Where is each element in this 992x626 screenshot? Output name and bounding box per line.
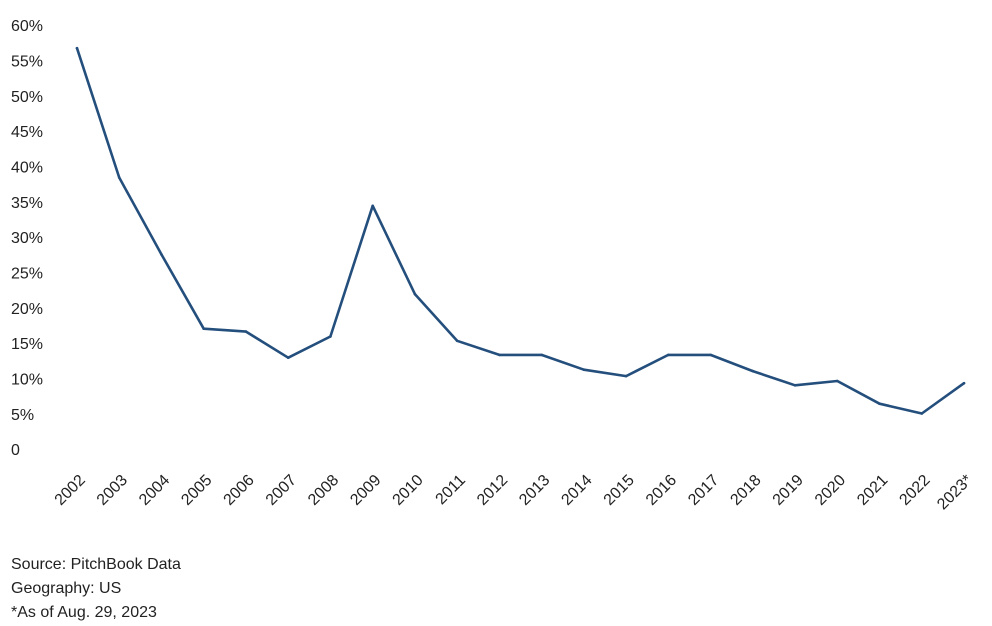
data-point <box>878 402 881 406</box>
x-tick-label: 2007 <box>263 472 300 509</box>
x-tick-label: 2009 <box>347 472 384 509</box>
y-tick-label: 10% <box>11 372 43 389</box>
y-axis: 0 5% 10% 15% 20% 25% 30% 35% 40% 45% 50% 55% 60% <box>11 18 43 459</box>
x-axis: 2002 2003 2004 2005 2006 2007 2008 2009 2010 2011… <box>52 472 976 514</box>
data-point <box>920 412 924 415</box>
y-tick-label: 35% <box>11 195 43 212</box>
x-tick-label: 2020 <box>812 472 849 509</box>
data-point <box>202 327 205 331</box>
data-point <box>244 330 248 333</box>
x-tick-label: 2018 <box>727 472 764 509</box>
x-tick-label: 2005 <box>178 472 215 509</box>
x-tick-label: 2022 <box>896 472 933 509</box>
x-tick-label: 2008 <box>305 472 342 509</box>
geography-note: Geography: US <box>11 580 122 597</box>
data-point <box>962 381 966 385</box>
x-tick-label: 2013 <box>516 472 553 509</box>
series-layer <box>75 46 966 415</box>
x-tick-label: 2023* <box>934 472 976 514</box>
source-note: Source: PitchBook Data <box>11 556 181 573</box>
y-tick-label: 15% <box>11 336 43 353</box>
data-point <box>793 384 797 387</box>
x-tick-label: 2015 <box>601 472 638 509</box>
x-tick-label: 2003 <box>94 472 131 509</box>
line-chart: 0 5% 10% 15% 20% 25% 30% 35% 40% 45% 50% 55% 60% 200… <box>11 18 976 514</box>
as-of-note: *As of Aug. 29, 2023 <box>11 604 157 621</box>
series-line <box>75 46 966 415</box>
data-point <box>751 369 755 373</box>
y-tick-label: 5% <box>11 407 34 424</box>
y-tick-label: 20% <box>11 301 43 318</box>
x-tick-label: 2004 <box>136 472 173 509</box>
footnotes: Source: PitchBook Data Geography: US *As… <box>11 553 971 625</box>
y-tick-label: 50% <box>11 89 43 106</box>
y-tick-label: 45% <box>11 124 43 141</box>
x-tick-label: 2016 <box>643 472 680 509</box>
data-point <box>413 292 417 296</box>
y-tick-label: 30% <box>11 230 43 247</box>
y-tick-label: 60% <box>11 18 43 35</box>
data-point <box>709 353 712 357</box>
data-point <box>836 379 839 383</box>
x-tick-label: 2017 <box>685 472 722 509</box>
y-tick-label: 0 <box>11 442 20 459</box>
x-tick-label: 2012 <box>474 472 511 509</box>
data-point <box>117 176 121 179</box>
x-tick-label: 2021 <box>854 472 891 509</box>
y-tick-label: 55% <box>11 54 43 71</box>
chart-canvas: 0 5% 10% 15% 20% 25% 30% 35% 40% 45% 50% 55% 60% 200… <box>11 18 976 514</box>
y-tick-label: 40% <box>11 160 43 177</box>
x-tick-label: 2002 <box>52 472 89 509</box>
data-point <box>329 335 332 338</box>
data-point <box>455 339 459 343</box>
data-point <box>624 374 628 378</box>
x-tick-label: 2006 <box>221 472 258 509</box>
x-tick-label: 2011 <box>433 472 469 508</box>
x-tick-label: 2014 <box>558 472 595 509</box>
data-point <box>371 204 375 208</box>
data-point <box>160 253 163 256</box>
data-point <box>498 353 501 357</box>
data-point <box>540 353 543 357</box>
x-tick-label: 2010 <box>390 472 427 509</box>
data-point <box>582 368 586 372</box>
data-point <box>667 353 670 357</box>
data-point <box>286 356 290 360</box>
y-tick-label: 25% <box>11 266 43 283</box>
x-tick-label: 2019 <box>770 472 807 509</box>
data-point <box>75 46 79 50</box>
